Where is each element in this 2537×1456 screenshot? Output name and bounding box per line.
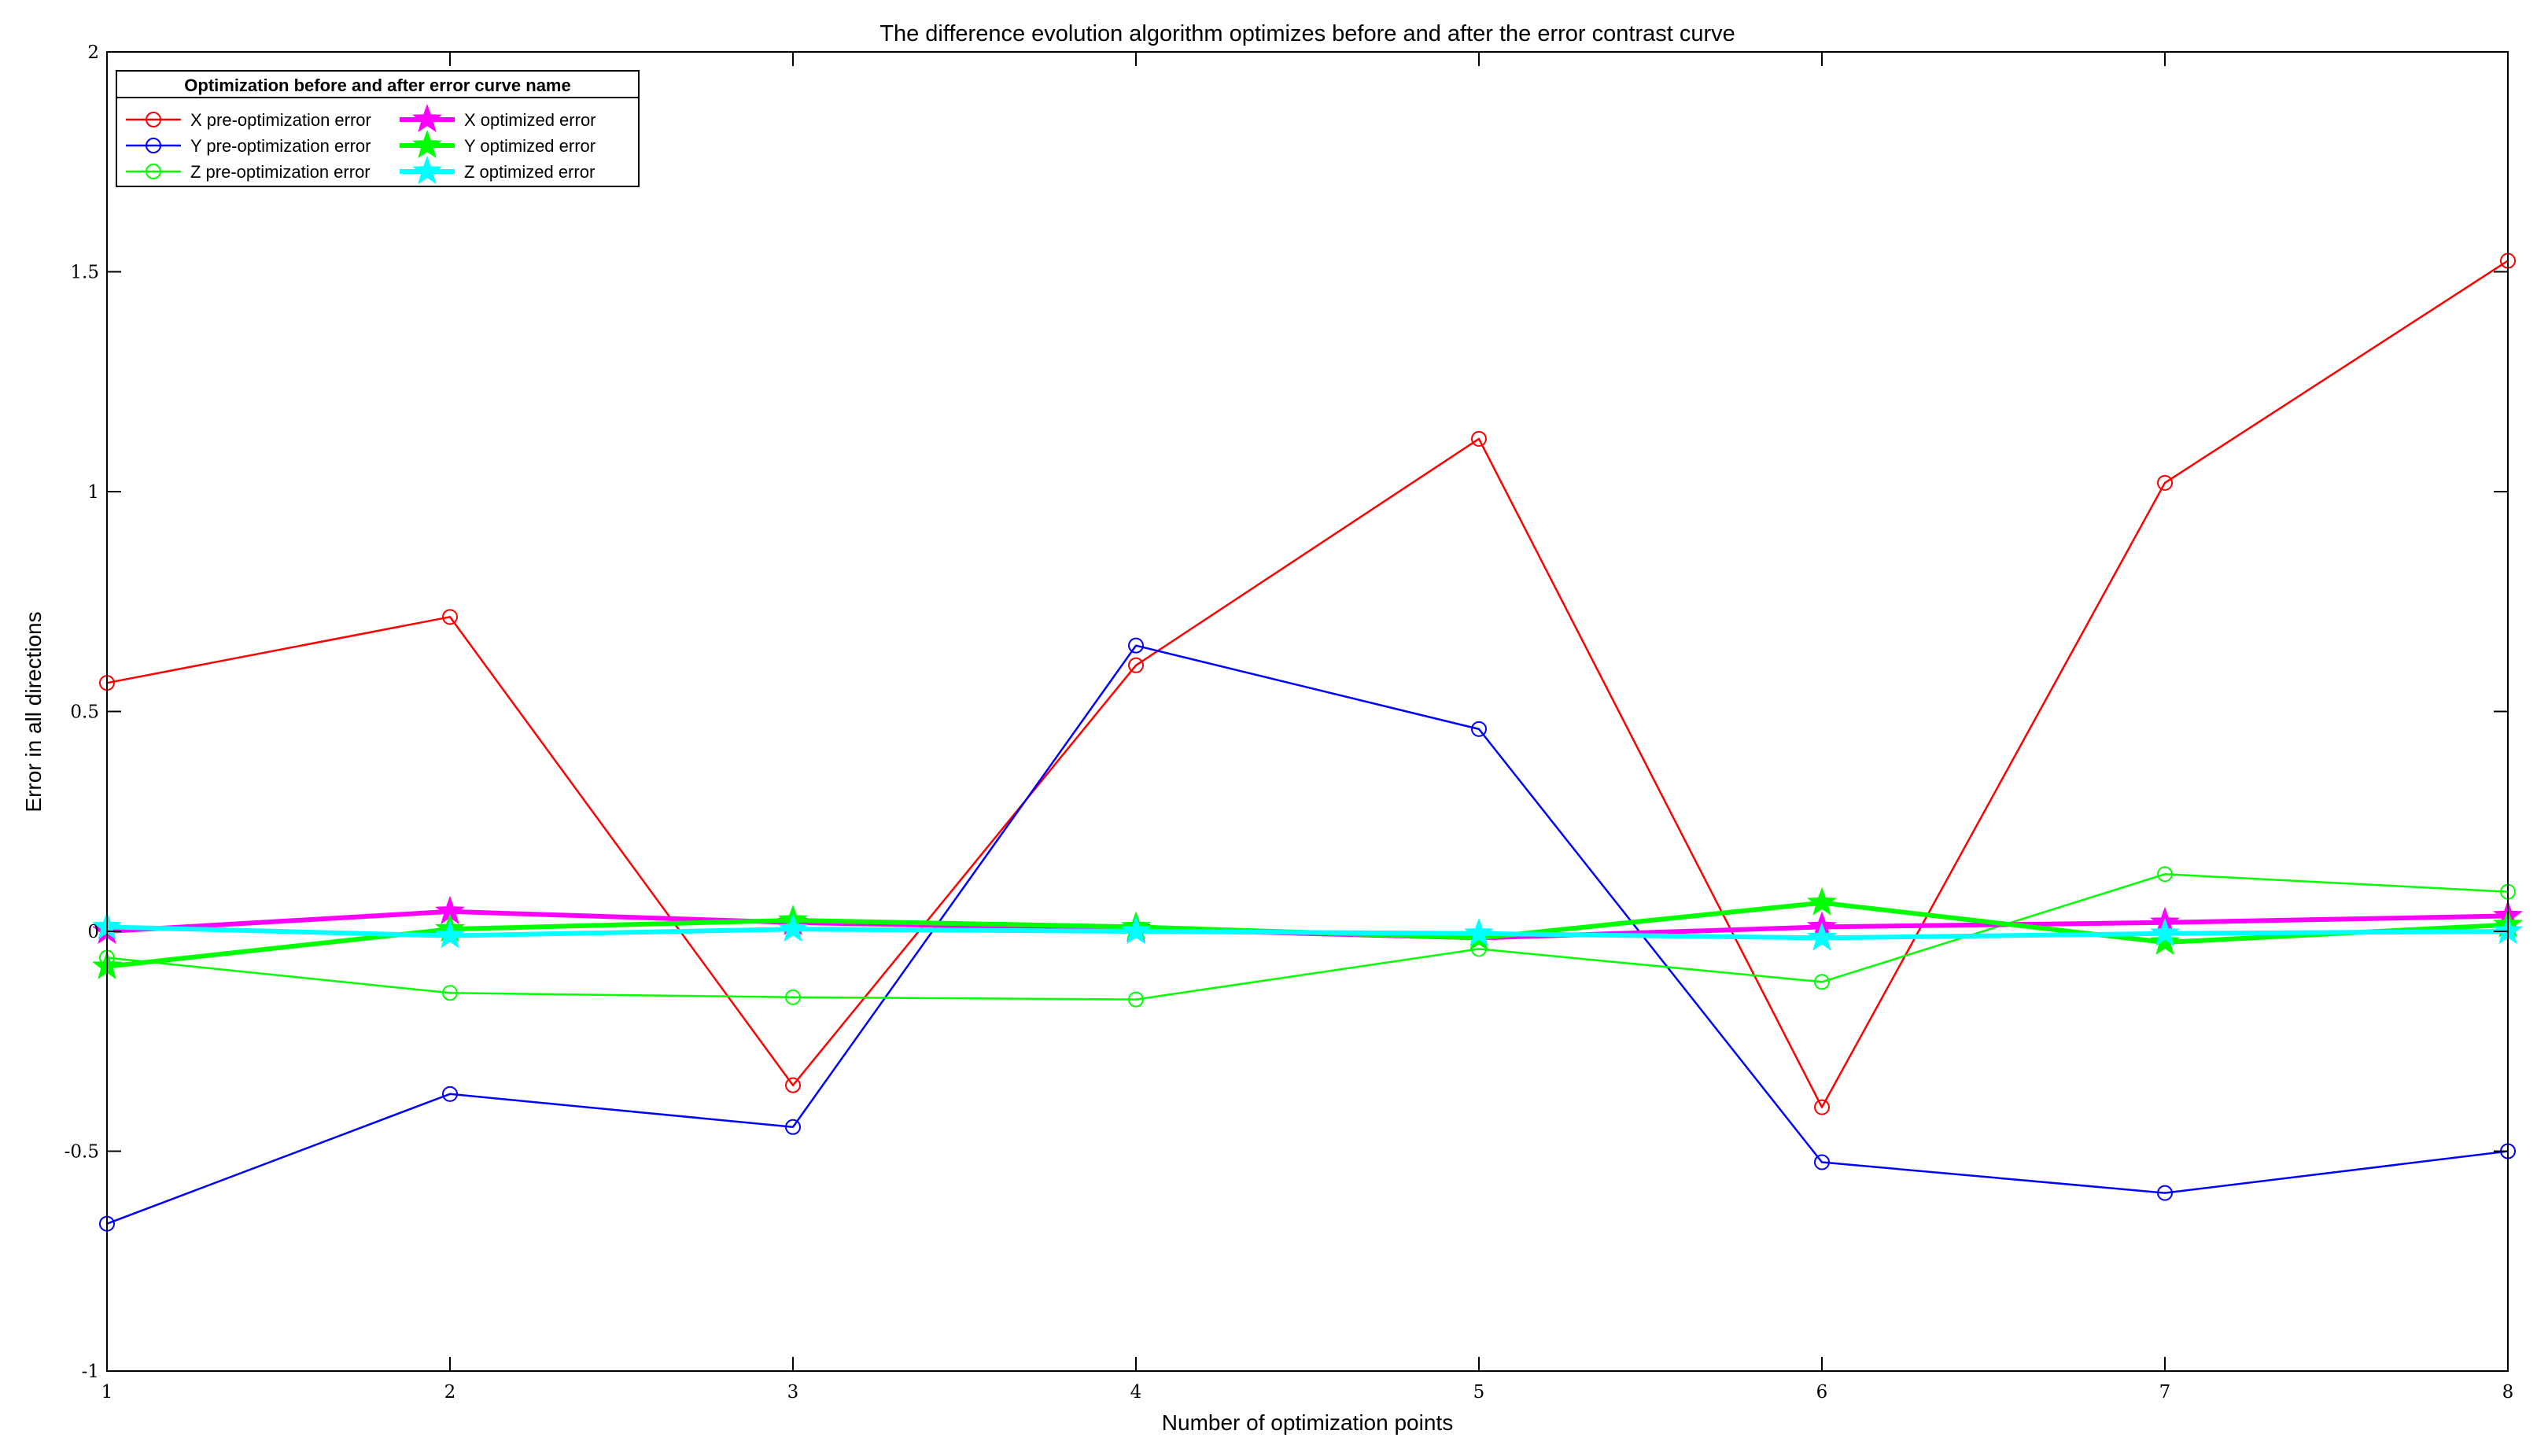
- x-tick-label: 1: [101, 1382, 113, 1403]
- data-point: [1814, 1154, 1830, 1170]
- data-point: [2157, 474, 2173, 491]
- data-point: [1471, 721, 1487, 737]
- y-tick-label: -0.5: [65, 1142, 99, 1163]
- legend-swatch-marker: [412, 130, 442, 159]
- legend-entry-6: Z optimized error: [400, 156, 595, 185]
- data-point: [778, 913, 808, 942]
- legend-label: Z pre-optimization error: [190, 162, 371, 182]
- legend-entries: X pre-optimization error Y pre-optimizati…: [126, 104, 596, 185]
- y-tick-label: -1: [82, 1362, 99, 1382]
- data-point: [1807, 887, 1837, 916]
- x-tick-label: 7: [2159, 1382, 2171, 1403]
- data-point: [2150, 917, 2180, 946]
- data-point: [1814, 974, 1830, 990]
- plot-area: [107, 52, 2508, 1371]
- y-tick-label: 2: [87, 42, 99, 63]
- data-point: [1464, 917, 1494, 946]
- series-line: [106, 260, 2509, 1108]
- series-line: [106, 924, 2509, 941]
- legend-entry-2: Y pre-optimization error: [126, 136, 371, 156]
- x-tick-label: 5: [1473, 1382, 1485, 1403]
- data-point: [442, 985, 458, 1001]
- legend-entry-3: Z pre-optimization error: [126, 162, 371, 182]
- series-line: [106, 873, 2509, 1001]
- legend-swatch-marker: [146, 112, 161, 127]
- x-tick-label: 6: [1816, 1382, 1828, 1403]
- ticks-group: 1 2 3 4 5 6 7 8 -1 -0.5 0 0.5 1 1.5 2: [65, 42, 2514, 1403]
- chart-title: The difference evolution algorithm optim…: [879, 21, 1735, 46]
- x-tick-label: 3: [787, 1382, 799, 1403]
- legend-title: Optimization before and after error curv…: [184, 76, 570, 95]
- data-point: [785, 989, 801, 1005]
- data-point: [1807, 922, 1837, 951]
- y-tick-label: 0.5: [70, 702, 99, 723]
- data-point: [1128, 991, 1144, 1008]
- legend-swatch-marker: [412, 156, 442, 185]
- legend-label: X pre-optimization error: [190, 110, 371, 130]
- legend: Optimization before and after error curv…: [116, 70, 640, 187]
- x-axis-title: Number of optimization points: [1162, 1410, 1453, 1435]
- legend-entry-1: X pre-optimization error: [126, 110, 371, 130]
- legend-label: X optimized error: [464, 110, 596, 130]
- data-point: [1121, 916, 1151, 945]
- data-point: [2157, 866, 2173, 883]
- data-point: [785, 1077, 801, 1093]
- y-axis-title: Error in all directions: [21, 611, 46, 812]
- y-tick-label: 0: [87, 922, 99, 942]
- data-point: [442, 609, 458, 625]
- data-point: [442, 1086, 458, 1102]
- legend-swatch-marker: [146, 138, 161, 153]
- legend-box: [116, 70, 640, 187]
- data-point: [435, 920, 465, 949]
- data-point: [1814, 1099, 1830, 1115]
- data-point: [1128, 637, 1144, 654]
- data-point: [785, 1119, 801, 1135]
- legend-swatch-marker: [412, 104, 442, 133]
- x-tick-label: 4: [1130, 1382, 1142, 1403]
- y-tick-label: 1.5: [70, 263, 99, 283]
- data-point: [2157, 1185, 2173, 1201]
- legend-label: Z optimized error: [464, 162, 595, 182]
- x-tick-label: 8: [2502, 1382, 2514, 1403]
- y-tick-label: 1: [87, 482, 99, 503]
- legend-entry-4: X optimized error: [400, 104, 596, 133]
- data-point: [2150, 927, 2180, 956]
- data-point: [1128, 657, 1144, 673]
- legend-label: Y optimized error: [464, 136, 596, 156]
- legend-entry-5: Y optimized error: [400, 130, 596, 159]
- data-point: [1471, 430, 1487, 447]
- legend-swatch-marker: [146, 164, 161, 179]
- series-line: [106, 644, 2509, 1225]
- x-tick-label: 2: [444, 1382, 456, 1403]
- legend-label: Y pre-optimization error: [190, 136, 371, 156]
